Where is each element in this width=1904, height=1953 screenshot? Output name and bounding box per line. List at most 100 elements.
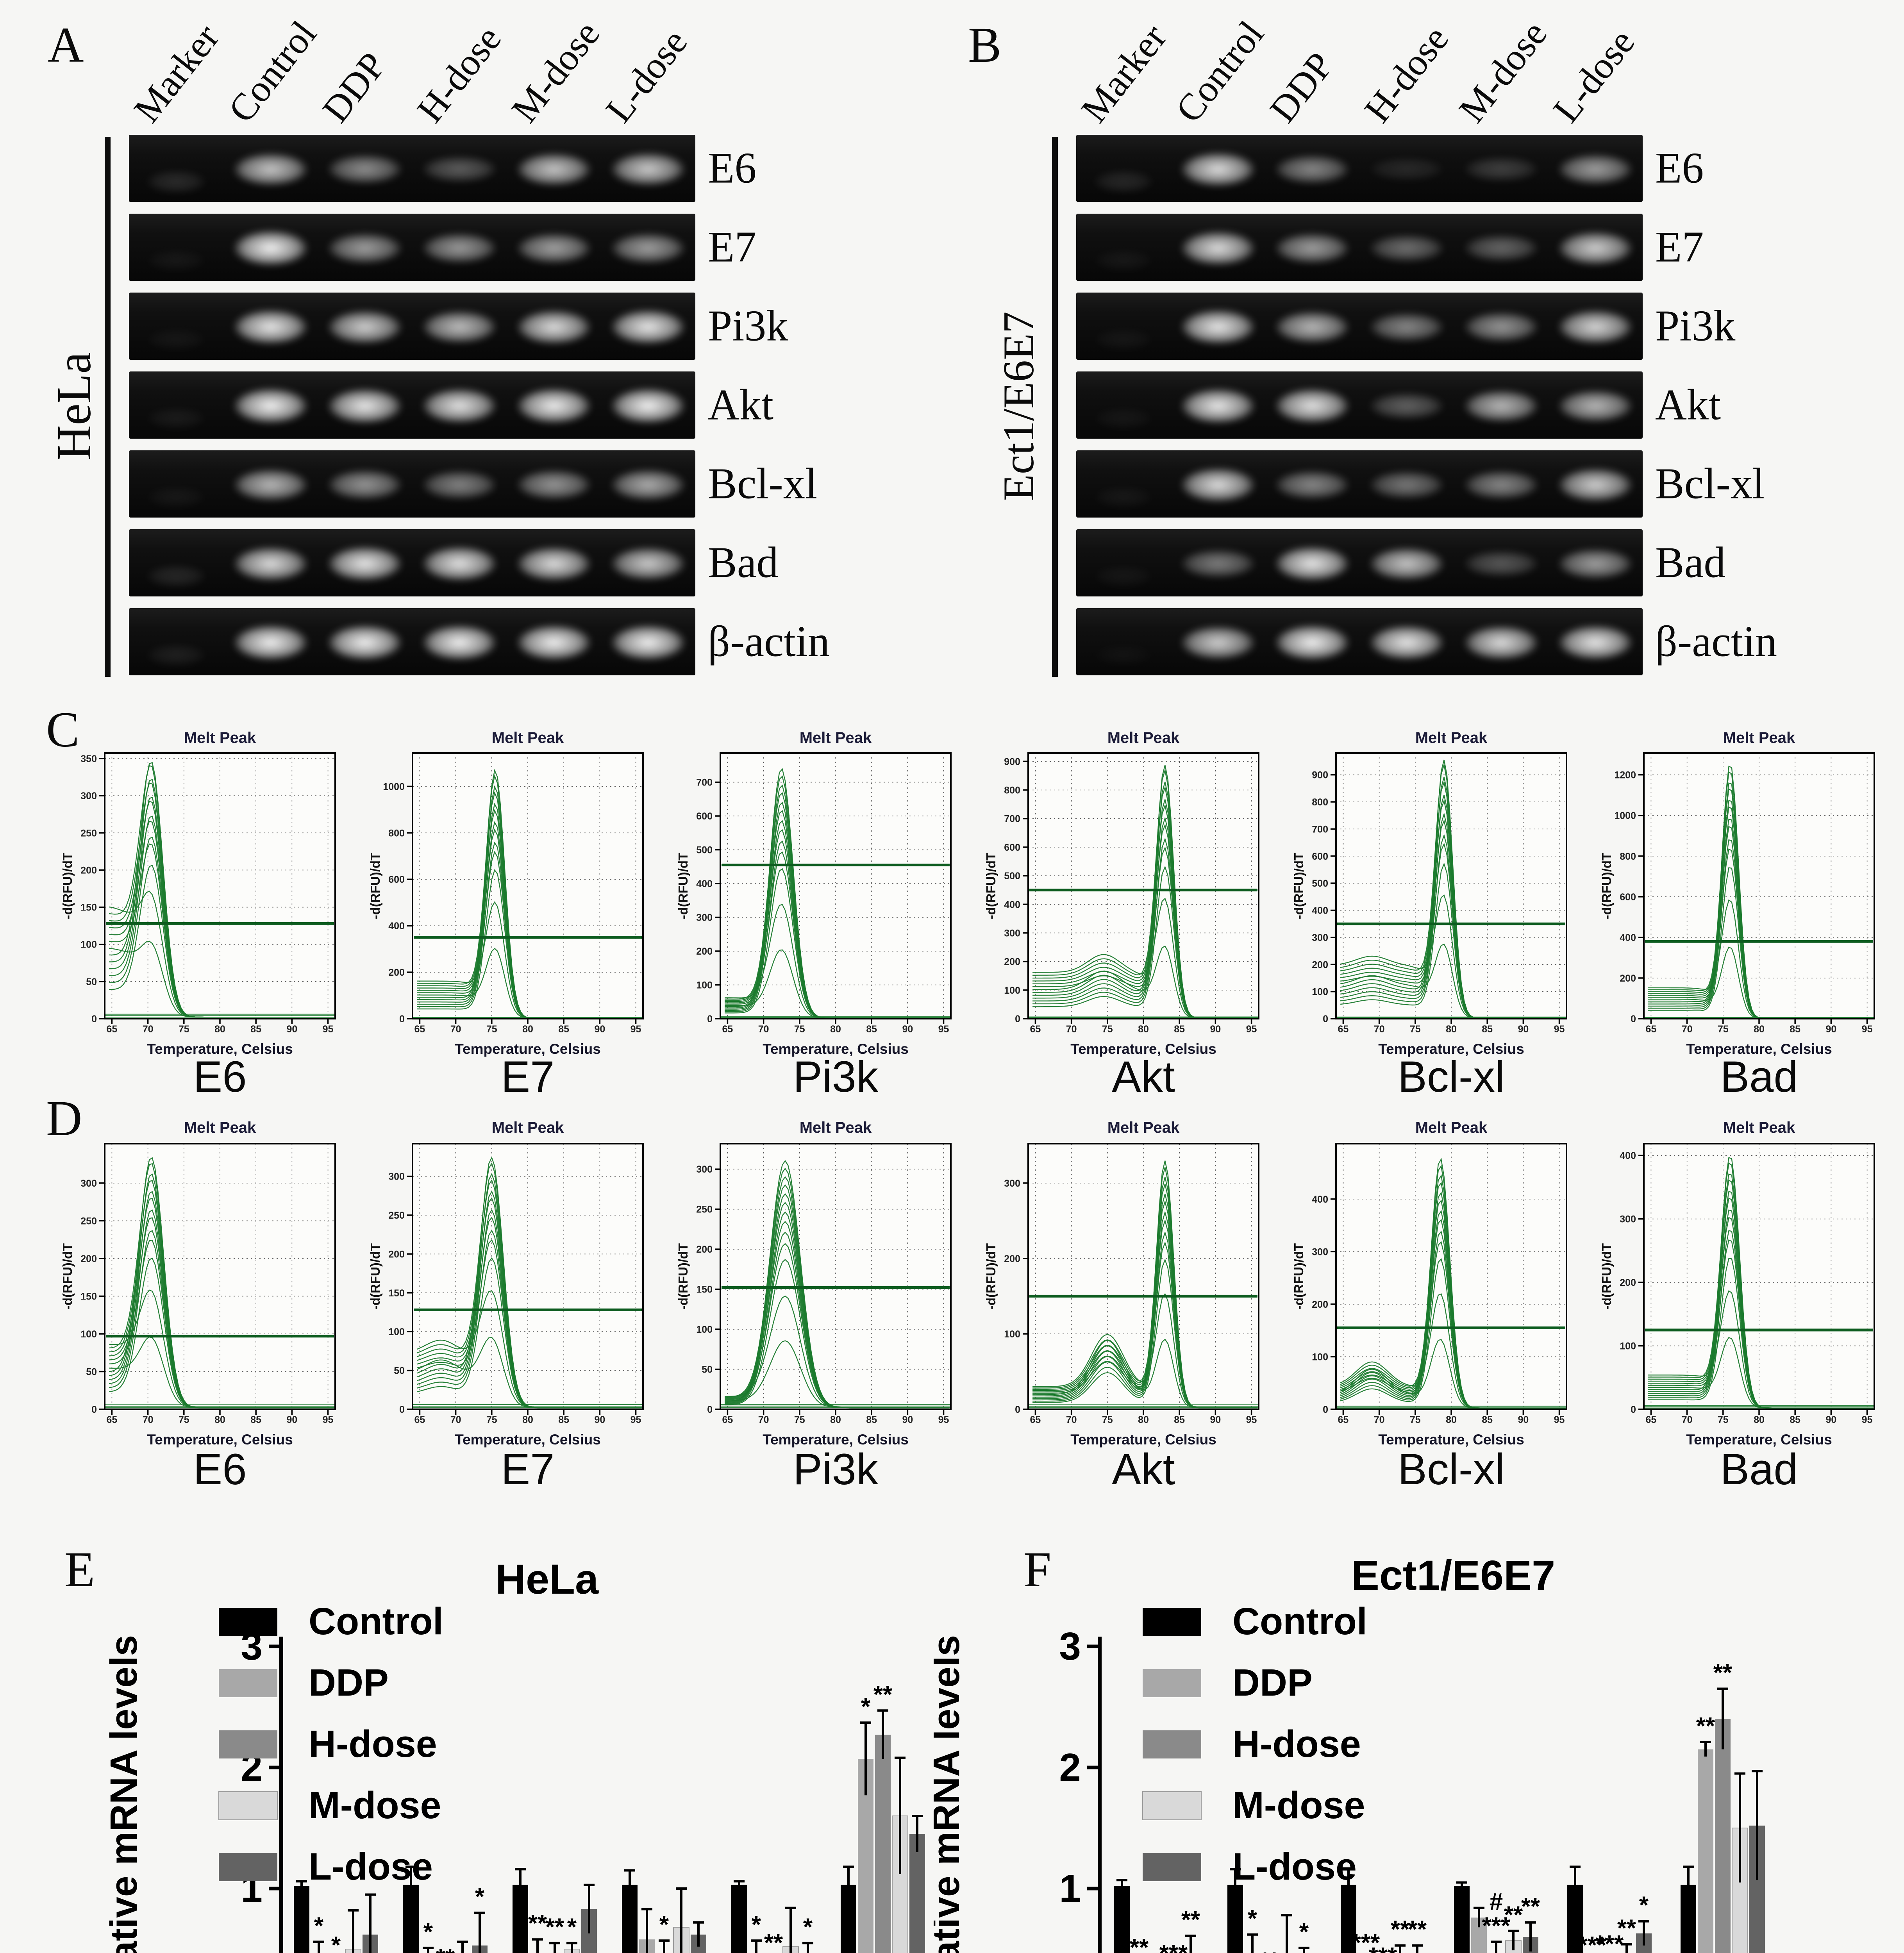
gel-band <box>234 389 307 423</box>
svg-text:70: 70 <box>1374 1024 1385 1035</box>
legend-swatch <box>219 1853 277 1881</box>
bar-chart-ect1: Ect1/E6E7Relative mRNA levels0123Control… <box>934 1551 1765 1953</box>
svg-text:400: 400 <box>388 921 405 932</box>
significance-mark: ** <box>545 1914 564 1941</box>
svg-text:65: 65 <box>1338 1414 1349 1425</box>
gel-band <box>329 233 402 263</box>
melt-gene-label: Bcl-xl <box>1398 1445 1505 1494</box>
svg-text:95: 95 <box>630 1024 641 1035</box>
svg-text:2: 2 <box>1059 1746 1081 1789</box>
melt-gene-label: Bad <box>1720 1445 1798 1494</box>
gel-row-label: E6 <box>708 144 757 193</box>
svg-text:95: 95 <box>323 1024 334 1035</box>
svg-text:65: 65 <box>1030 1024 1041 1035</box>
significance-mark: * <box>331 1932 341 1953</box>
svg-text:250: 250 <box>80 1216 97 1226</box>
gel-band <box>1370 158 1443 180</box>
svg-text:900: 900 <box>1004 756 1020 767</box>
melt-xlabel: Temperature, Celsius <box>147 1432 293 1448</box>
gel-band <box>1094 171 1153 193</box>
svg-text:90: 90 <box>1518 1414 1529 1425</box>
svg-text:1200: 1200 <box>1614 770 1636 781</box>
gel-band <box>1465 626 1538 659</box>
svg-text:65: 65 <box>722 1024 733 1035</box>
melt-xlabel: Temperature, Celsius <box>1378 1041 1524 1057</box>
gel-band <box>612 470 685 500</box>
melt-ylabel: -d(RFU)/dT <box>676 853 690 919</box>
melt-title: Melt Peak <box>1723 1119 1795 1136</box>
svg-text:90: 90 <box>1210 1414 1221 1425</box>
significance-mark: * <box>1299 1919 1309 1946</box>
melt-gene-label: Bad <box>1720 1052 1798 1101</box>
gel-row <box>1076 608 1643 675</box>
gel-row-label: β-actin <box>708 617 830 666</box>
gel-band <box>423 389 496 423</box>
gel-band <box>234 469 307 500</box>
gel-row-label: Akt <box>1655 380 1721 429</box>
svg-text:1: 1 <box>1059 1867 1081 1910</box>
lane-label: Marker <box>1073 16 1175 130</box>
gel-band <box>329 311 402 343</box>
svg-text:100: 100 <box>388 1326 405 1337</box>
gel-row-label: E6 <box>1655 144 1704 193</box>
svg-text:250: 250 <box>388 1210 405 1221</box>
svg-text:95: 95 <box>1246 1024 1257 1035</box>
significance-mark: *** <box>1352 1930 1380 1953</box>
gel-band <box>1370 313 1443 341</box>
svg-text:800: 800 <box>1312 797 1328 808</box>
svg-text:75: 75 <box>179 1024 189 1035</box>
melt-curves <box>105 1157 334 1409</box>
significance-mark: ** <box>1617 1915 1636 1942</box>
gel-band <box>1370 548 1443 580</box>
melt-ylabel: -d(RFU)/dT <box>1599 1243 1614 1310</box>
gel-band <box>517 625 590 660</box>
svg-text:200: 200 <box>1620 1277 1636 1288</box>
significance-mark: * <box>1248 1905 1257 1932</box>
melt-title: Melt Peak <box>492 1119 564 1136</box>
svg-text:0: 0 <box>707 1014 713 1025</box>
svg-text:65: 65 <box>722 1414 733 1425</box>
bar <box>909 1834 925 1953</box>
svg-text:0: 0 <box>91 1404 97 1415</box>
lane-label: DDP <box>1261 45 1341 130</box>
svg-text:0: 0 <box>1323 1404 1328 1415</box>
melt-title: Melt Peak <box>184 1119 256 1136</box>
gel-band <box>1559 311 1632 343</box>
svg-text:95: 95 <box>1862 1414 1873 1425</box>
svg-text:300: 300 <box>1004 928 1020 939</box>
svg-text:65: 65 <box>107 1414 118 1425</box>
significance-mark: *** <box>1578 1932 1607 1953</box>
svg-text:65: 65 <box>1338 1024 1349 1035</box>
svg-text:95: 95 <box>1554 1414 1565 1425</box>
gel-row <box>129 135 695 202</box>
gel-band <box>517 233 590 263</box>
legend-label: DDP <box>1232 1661 1313 1704</box>
svg-text:100: 100 <box>696 1324 713 1335</box>
melt-curves <box>721 1160 950 1409</box>
legend-swatch <box>219 1730 277 1758</box>
gel-band <box>1465 312 1538 341</box>
significance-mark: * <box>314 1912 324 1939</box>
svg-text:300: 300 <box>80 791 97 802</box>
melt-ylabel: -d(RFU)/dT <box>60 853 75 919</box>
gel-band <box>329 389 402 423</box>
svg-text:65: 65 <box>414 1414 425 1425</box>
svg-text:85: 85 <box>1174 1024 1185 1035</box>
gel-row <box>129 371 695 439</box>
gel-row-label: Bad <box>1655 538 1726 587</box>
gel-band <box>146 408 205 429</box>
legend-label: L-dose <box>1232 1845 1357 1888</box>
melt-curves <box>1029 1160 1258 1409</box>
svg-text:100: 100 <box>1620 1341 1636 1352</box>
significance-mark: ** <box>1391 1916 1410 1943</box>
lane-label: H-dose <box>1356 18 1457 130</box>
gel-band <box>1559 232 1632 264</box>
svg-text:250: 250 <box>80 828 97 839</box>
svg-text:100: 100 <box>1004 1329 1020 1340</box>
significance-mark: ** <box>1408 1916 1427 1943</box>
svg-text:70: 70 <box>143 1024 154 1035</box>
gel-band <box>234 153 307 185</box>
gel-band <box>1370 393 1443 419</box>
melt-ylabel: -d(RFU)/dT <box>368 1243 382 1310</box>
svg-text:90: 90 <box>1210 1024 1221 1035</box>
